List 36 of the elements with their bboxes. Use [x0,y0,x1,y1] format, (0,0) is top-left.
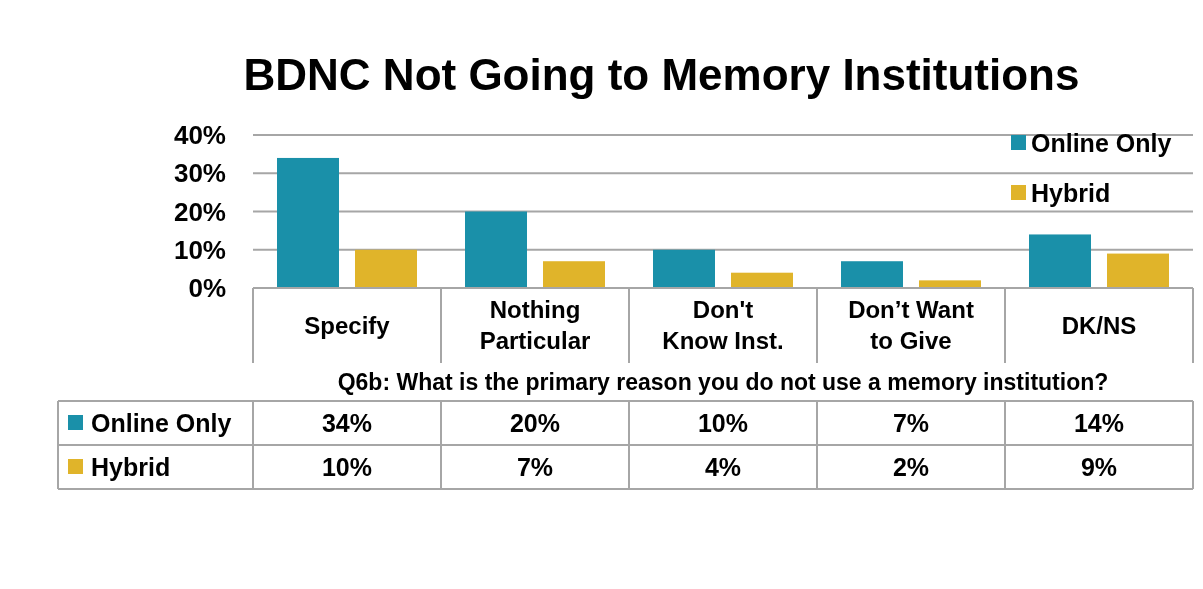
data-label: 2% [892,452,930,481]
bar [841,261,903,288]
bar [465,211,527,288]
text: Online Only [91,408,232,437]
x-axis-title: Q6b: What is the primary reason you do not use a memory institution? [337,369,1109,396]
chart-title: BDNC Not Going to Memory Institutions [243,50,1080,99]
legend-label: Hybrid [1031,178,1111,207]
data-label: 7% [516,452,554,481]
x-tick-label: Specify [304,311,391,339]
bar [1029,234,1091,288]
bar [277,157,339,288]
y-tick-label: 20% [173,196,226,227]
bar [731,272,793,288]
bar [355,249,417,288]
x-tick-label: Nothing Particular [479,296,591,355]
data-label: 9% [1080,452,1118,481]
bar [543,261,605,288]
bar [919,280,981,288]
x-tick-label: DK/NS [1061,311,1137,339]
legend-label: Online Only [1031,128,1172,157]
y-tick-label: 10% [173,234,226,265]
y-tick-label: 30% [173,158,226,189]
bar [1107,253,1169,288]
y-tick-label: 0% [188,273,226,304]
data-label: 4% [704,452,742,481]
data-label: 7% [892,408,930,437]
y-tick-label: 40% [173,120,226,151]
x-tick-label: Don't Know Inst. [662,296,784,355]
data-label: 10% [321,452,373,481]
data-label: 20% [509,408,561,437]
bar [653,249,715,288]
data-label: 10% [697,408,749,437]
text: Hybrid [91,452,171,481]
x-tick-label: Don’t Want to Give [848,296,974,355]
data-label: 34% [321,408,373,437]
data-label: 14% [1073,408,1125,437]
